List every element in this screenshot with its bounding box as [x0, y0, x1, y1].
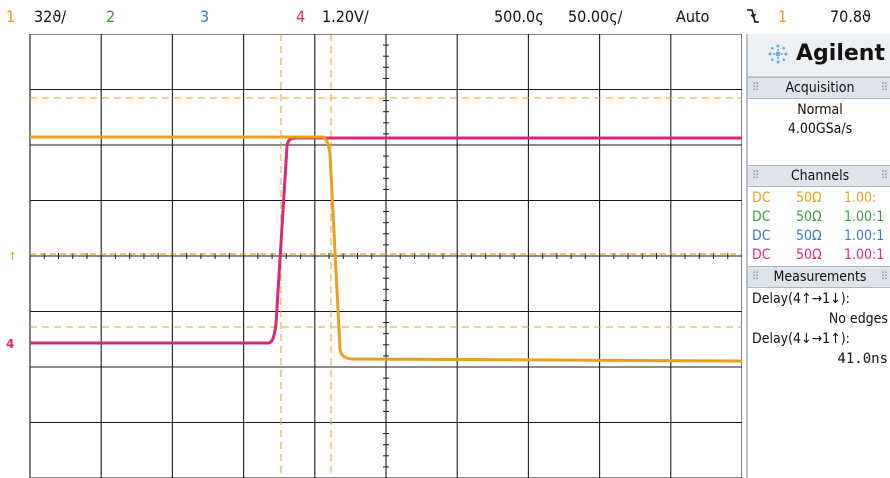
acquisition-header[interactable]: ⠿ Acquisition ⠿ — [748, 77, 890, 99]
grip-icon: ⠿ — [880, 81, 888, 94]
trigger-level[interactable]: 70.8ϑ — [830, 7, 871, 26]
ch1-ground-marker: ↑ — [8, 250, 17, 263]
ch3-probe: 1.00:1 — [844, 228, 885, 244]
time-position[interactable]: 500.0ς — [494, 7, 544, 26]
falling-edge-icon — [746, 7, 760, 30]
side-panel: Agilent ⠿ Acquisition ⠿ Normal 4.00GSa/s… — [746, 34, 890, 478]
trigger-source[interactable]: 1 — [778, 7, 788, 26]
ch2-coupling: DC — [752, 209, 771, 225]
ch1-impedance: 50Ω — [796, 190, 822, 206]
measurement-1-label[interactable]: Delay(4↑→1↓): — [752, 291, 850, 307]
ch1-probe: 1.00: — [844, 190, 877, 206]
measurement-1-value: No edges — [828, 311, 888, 327]
channels-title: Channels — [790, 168, 850, 184]
brand-name: Agilent — [796, 41, 885, 66]
grip-icon: ⠿ — [752, 270, 760, 283]
grip-icon: ⠿ — [880, 270, 888, 283]
ch4-number[interactable]: 4 — [296, 7, 306, 26]
channel-row-4[interactable]: DC 50Ω 1.00:1 — [748, 246, 890, 264]
measurement-2-value: 41.0ns — [837, 351, 888, 367]
ch4-probe: 1.00:1 — [844, 247, 885, 263]
waveform-display[interactable]: ↑ 4 — [0, 34, 742, 478]
ch2-probe: 1.00:1 — [844, 209, 885, 225]
ch1-scale[interactable]: 32ϑ/ — [34, 7, 67, 26]
measurement-2-label[interactable]: Delay(4↓→1↑): — [752, 331, 850, 347]
measurements-header[interactable]: ⠿ Measurements ⠿ — [748, 266, 890, 288]
trigger-mode[interactable]: Auto — [676, 7, 710, 26]
ch4-ground-marker: 4 — [6, 337, 14, 351]
ch1-waveform — [30, 135, 742, 363]
ch4-scale[interactable]: 1.20V/ — [322, 7, 369, 26]
acquisition-title: Acquisition — [785, 80, 855, 96]
ch2-number[interactable]: 2 — [106, 7, 116, 26]
time-scale[interactable]: 50.00ς/ — [568, 7, 623, 26]
ch4-impedance: 50Ω — [796, 247, 822, 263]
agilent-logo-icon — [766, 42, 790, 70]
grip-icon: ⠿ — [880, 169, 888, 182]
acquisition-mode: Normal — [797, 102, 843, 118]
brand-header: Agilent — [748, 34, 890, 77]
grip-icon: ⠿ — [752, 81, 760, 94]
ch1-coupling: DC — [752, 190, 771, 206]
grip-icon: ⠿ — [752, 169, 760, 182]
ch3-coupling: DC — [752, 228, 771, 244]
channels-header[interactable]: ⠿ Channels ⠿ — [748, 165, 890, 187]
ch2-impedance: 50Ω — [796, 209, 822, 225]
channel-row-3[interactable]: DC 50Ω 1.00:1 — [748, 227, 890, 245]
status-bar: 1 32ϑ/ 2 3 4 1.20V/ 500.0ς 50.00ς/ Auto … — [0, 0, 890, 34]
measurements-title: Measurements — [773, 269, 867, 285]
channel-row-1[interactable]: DC 50Ω 1.00: — [748, 189, 890, 207]
acquisition-rate: 4.00GSa/s — [787, 121, 853, 137]
ch3-number[interactable]: 3 — [200, 7, 210, 26]
waveform-graticule: ↑4 — [6, 34, 742, 478]
channel-row-2[interactable]: DC 50Ω 1.00:1 — [748, 208, 890, 226]
ch1-number[interactable]: 1 — [6, 7, 16, 26]
ch4-coupling: DC — [752, 247, 771, 263]
ch3-impedance: 50Ω — [796, 228, 822, 244]
